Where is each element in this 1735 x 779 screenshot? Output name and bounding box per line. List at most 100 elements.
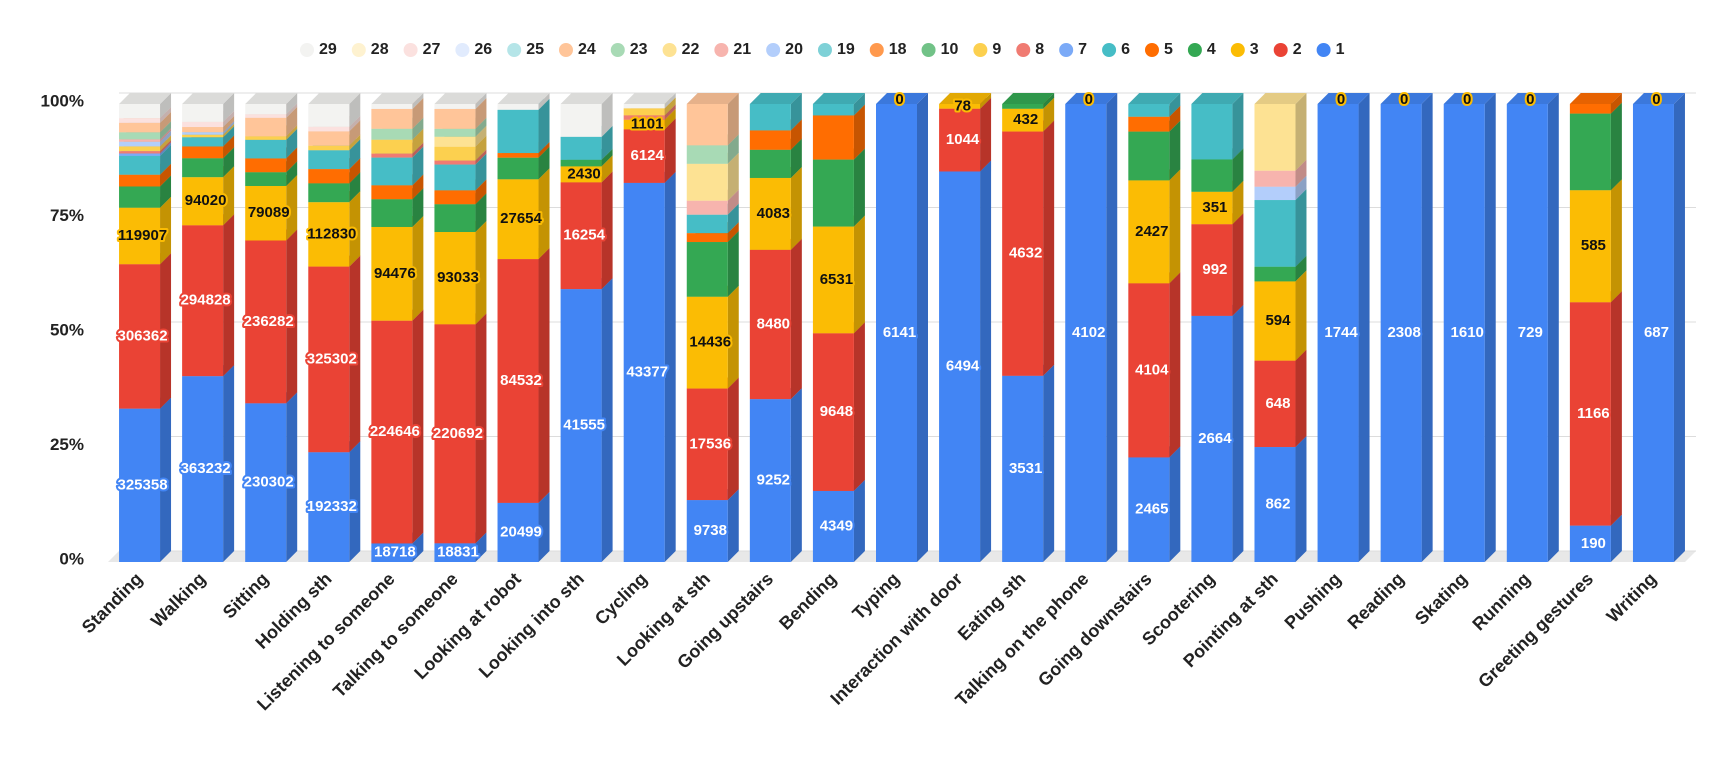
bar: [371, 320, 413, 544]
bar: [1254, 104, 1296, 171]
legend-label: 10: [941, 41, 959, 58]
data-label: 16254: [563, 227, 605, 244]
bar: [1506, 104, 1548, 562]
bar: [686, 200, 728, 215]
bar-side: [412, 117, 424, 140]
bar: [1191, 224, 1233, 316]
legend: 29 28 27 26 25 24 23 22 21 20 19 18 10 9 8 7 6 5 4 3 2 1: [300, 41, 1345, 58]
bar: [1191, 159, 1233, 192]
bar: [245, 139, 287, 159]
legend-swatch: [1144, 43, 1159, 57]
bar: [1380, 104, 1422, 562]
legend-label: 7: [1078, 41, 1087, 58]
legend-swatch: [300, 43, 314, 57]
data-label: 2427: [1135, 223, 1168, 240]
bar-side: [349, 93, 361, 127]
bar: [497, 259, 539, 503]
bar-side: [160, 397, 172, 562]
legend-swatch: [1316, 43, 1331, 57]
bar: [1254, 186, 1296, 201]
legend-label: 3: [1250, 41, 1259, 58]
bar: [1632, 104, 1674, 562]
bar-side: [727, 489, 739, 562]
bar: [1191, 315, 1233, 562]
bar: [497, 104, 539, 110]
data-label: 220692: [433, 425, 483, 442]
bar-side: [475, 179, 487, 205]
bar: [686, 388, 728, 501]
legend-label: 27: [423, 41, 441, 58]
bar: [371, 108, 413, 129]
legend-swatch: [714, 43, 729, 57]
data-label: 20499: [500, 523, 542, 540]
bar-side: [223, 365, 235, 562]
legend-label: 9: [992, 41, 1001, 58]
bar-side: [223, 93, 235, 122]
bar: [119, 186, 161, 208]
y-tick-label: 100%: [41, 91, 84, 110]
bar: [749, 130, 791, 150]
bar-side: [160, 140, 172, 154]
x-tick-label: Skating: [1411, 569, 1471, 629]
bar: [812, 159, 854, 227]
bar-side: [1610, 514, 1622, 562]
bar: [686, 242, 728, 297]
bar: [1002, 131, 1044, 376]
bar: [245, 158, 287, 173]
bar-top: [749, 93, 802, 104]
bar: [560, 159, 602, 167]
bar-side: [1043, 93, 1055, 109]
bar: [497, 502, 539, 562]
bar-side: [790, 388, 802, 562]
bar-side: [664, 104, 676, 120]
bar-side: [286, 93, 298, 115]
bar-side: [664, 108, 676, 130]
bar-side: [538, 93, 550, 110]
bar: [749, 249, 791, 400]
data-label: 236282: [244, 313, 294, 330]
data-label: 79089: [248, 204, 290, 221]
bar-side: [412, 146, 424, 186]
data-label: 3531: [1009, 460, 1042, 477]
data-label: 594: [1265, 312, 1291, 329]
bar-side: [1358, 93, 1370, 562]
bar-side: [727, 203, 739, 234]
data-label: 93033: [437, 269, 479, 286]
data-label: 294828: [181, 292, 231, 309]
bar-side: [160, 144, 172, 175]
bar-side: [286, 125, 298, 140]
data-label: 6494: [946, 358, 980, 375]
bar-side: [1295, 436, 1307, 562]
legend-swatch: [817, 43, 832, 57]
legend-label: 21: [733, 41, 751, 58]
bar: [812, 490, 854, 562]
bar: [119, 151, 161, 154]
bar-side: [160, 135, 172, 152]
bar: [308, 150, 350, 170]
y-tick-label: 0%: [59, 549, 84, 568]
bar: [182, 158, 224, 178]
bar-side: [1673, 93, 1685, 562]
bar-side: [223, 121, 235, 135]
bar-side: [160, 121, 172, 140]
bar-side: [475, 97, 487, 129]
bar: [1128, 131, 1170, 181]
bar: [182, 177, 224, 226]
x-tick-label: Cycling: [591, 569, 651, 629]
bar-side: [286, 128, 298, 159]
data-label: 94476: [374, 265, 416, 282]
bar: [1065, 104, 1107, 562]
bar-side: [412, 128, 424, 154]
bar-side: [412, 215, 424, 321]
data-label: 18831: [437, 544, 479, 561]
bar: [1254, 200, 1296, 267]
bar-side: [349, 158, 361, 184]
bar-top: [1254, 93, 1307, 104]
bar-side: [412, 174, 424, 200]
bar: [497, 157, 539, 180]
bar-side: [286, 103, 298, 118]
bar: [1254, 281, 1296, 361]
bar-side: [286, 229, 298, 404]
bar-top: [623, 93, 676, 104]
